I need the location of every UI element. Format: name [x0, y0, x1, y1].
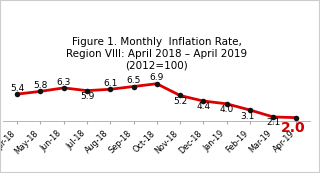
Text: 2.1: 2.1 [266, 119, 280, 128]
Text: 5.9: 5.9 [80, 92, 94, 101]
Text: 6.5: 6.5 [126, 76, 141, 85]
Text: 6.1: 6.1 [103, 79, 117, 88]
Text: 6.3: 6.3 [57, 78, 71, 87]
Text: 6.9: 6.9 [150, 74, 164, 83]
Text: 2.0: 2.0 [281, 121, 305, 135]
Text: 4.0: 4.0 [220, 105, 234, 114]
Text: 5.4: 5.4 [10, 84, 24, 93]
Text: 4.4: 4.4 [196, 102, 211, 111]
Text: 5.2: 5.2 [173, 97, 187, 106]
Title: Figure 1. Monthly  Inflation Rate,
Region VIII: April 2018 – April 2019
(2012=10: Figure 1. Monthly Inflation Rate, Region… [66, 37, 247, 70]
Text: 3.1: 3.1 [240, 112, 255, 121]
Text: 5.8: 5.8 [33, 81, 48, 90]
